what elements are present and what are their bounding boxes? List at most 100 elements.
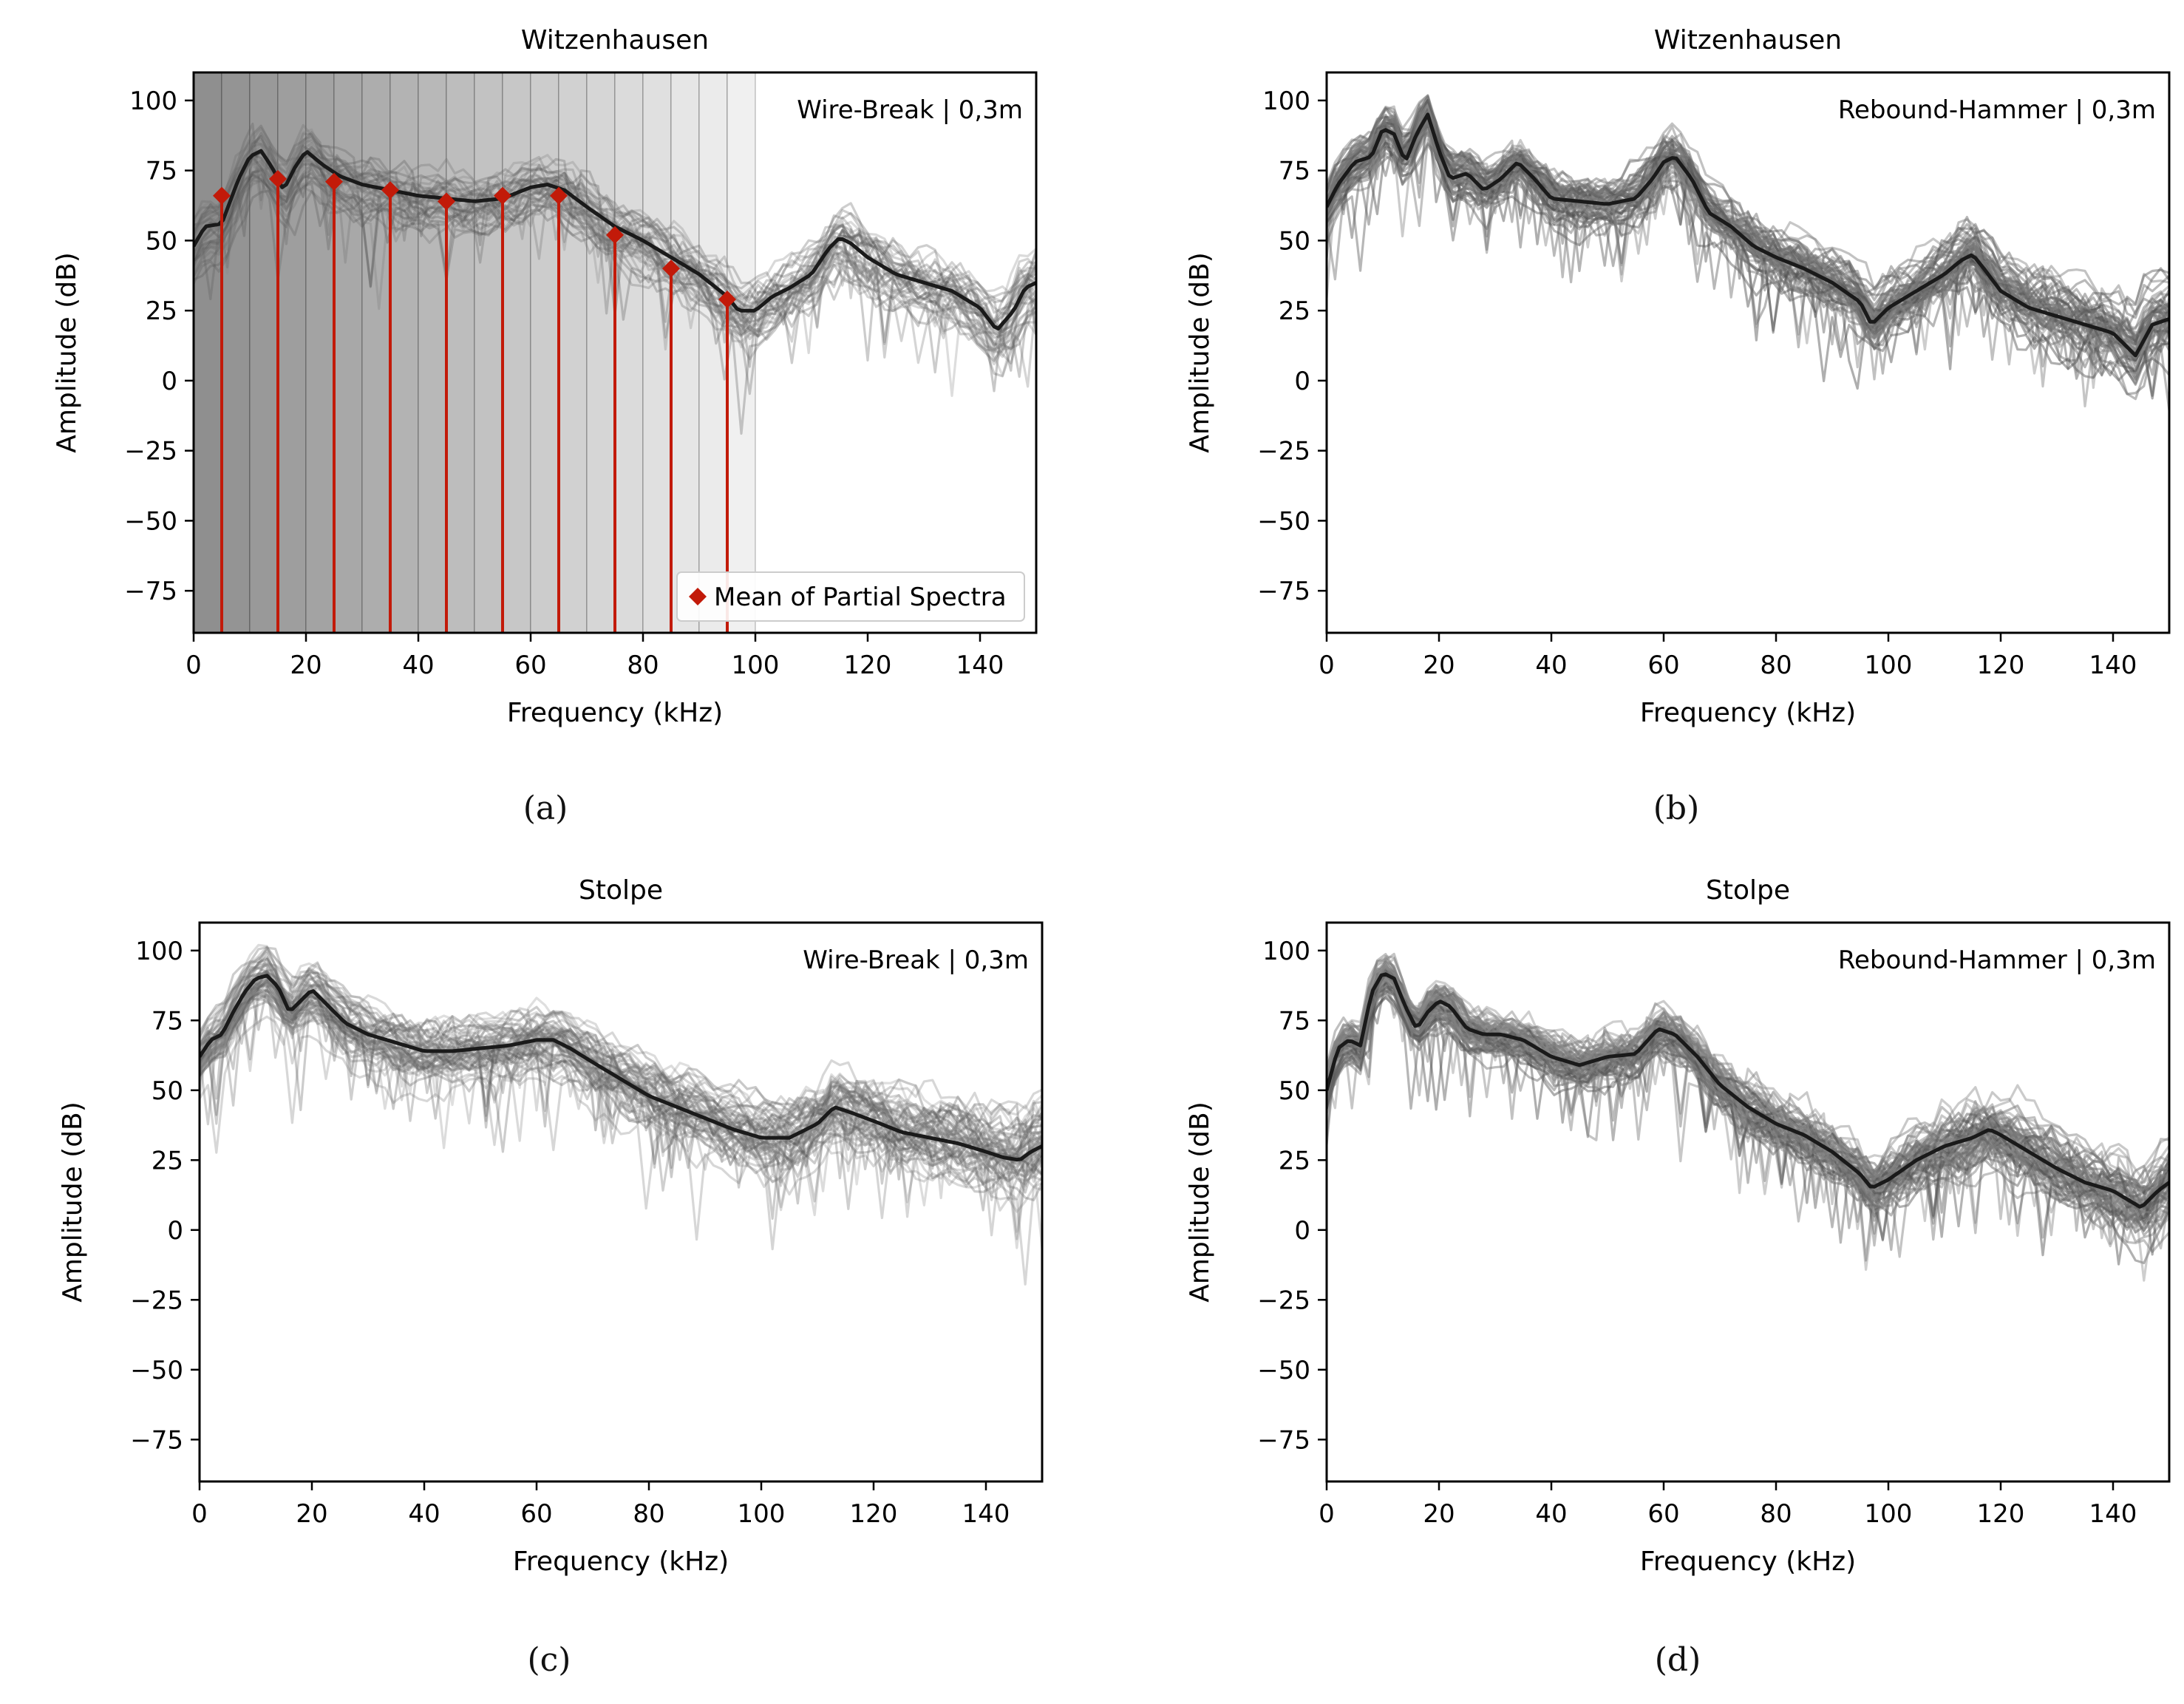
y-tick-label: 0 — [161, 367, 177, 396]
spectrum-trace — [200, 1015, 1042, 1286]
x-tick-label: 80 — [633, 1499, 664, 1529]
spectrum-trace — [200, 971, 1042, 1181]
spectrum-trace — [1327, 95, 2169, 330]
chart-title: Stolpe — [579, 875, 663, 906]
spectrum-trace — [200, 949, 1042, 1201]
x-tick-label: 20 — [1423, 1499, 1455, 1529]
x-tick-label: 40 — [408, 1499, 440, 1529]
spectrum-trace — [1327, 115, 2169, 361]
spectrum-trace — [1327, 117, 2169, 343]
spectrum-trace — [1327, 106, 2169, 349]
spectrum-trace — [200, 946, 1042, 1200]
x-tick-label: 60 — [520, 1499, 552, 1529]
spectrum-trace — [200, 980, 1042, 1155]
y-axis-label: Amplitude (dB) — [1185, 1102, 1215, 1303]
band-85-90 — [670, 72, 700, 633]
x-tick-label: 120 — [1977, 1499, 2025, 1529]
band-70-75 — [586, 72, 616, 633]
partial-mean-marker — [438, 192, 455, 211]
spectrum-trace — [200, 956, 1042, 1188]
spectrum-trace — [1327, 115, 2169, 360]
x-tick-label: 80 — [627, 651, 659, 680]
x-tick-label: 60 — [514, 651, 546, 680]
spectrum-trace — [1327, 993, 2169, 1257]
y-tick-label: 75 — [152, 1006, 183, 1036]
chart-title: Witzenhausen — [521, 25, 709, 55]
y-tick-label: 25 — [1279, 1146, 1310, 1175]
partial-mean-marker — [606, 225, 624, 244]
spectrum-trace — [1327, 982, 2169, 1266]
spectrum-trace — [200, 943, 1042, 1140]
spectrum-trace — [200, 990, 1042, 1173]
y-tick-label: 75 — [1279, 157, 1310, 186]
y-tick-label: −25 — [1257, 1286, 1310, 1315]
spectrum-trace — [1327, 966, 2169, 1229]
spectrum-trace — [1327, 131, 2169, 364]
spectrum-trace — [1327, 977, 2169, 1248]
spectrum-trace — [1327, 983, 2169, 1237]
spectrum-trace — [1327, 99, 2169, 337]
legend-box — [676, 571, 1025, 622]
spectrum-trace — [1327, 112, 2169, 332]
y-tick-label: −50 — [1257, 506, 1310, 536]
spectrum-trace — [1327, 105, 2169, 344]
x-tick-label: 20 — [1423, 651, 1455, 680]
y-axis-label: Amplitude (dB) — [52, 252, 82, 453]
spectrum-trace — [1327, 967, 2169, 1243]
spectrum-trace — [1327, 114, 2169, 371]
x-tick-label: 100 — [1865, 651, 1913, 680]
spectrum-trace — [194, 142, 1036, 337]
spectrum-trace — [200, 970, 1042, 1178]
spectrum-trace — [1327, 125, 2169, 351]
y-tick-label: −25 — [130, 1286, 183, 1315]
partial-mean-marker — [269, 170, 287, 189]
spectrum-trace — [194, 159, 1036, 325]
spectrum-trace — [1327, 967, 2169, 1229]
x-tick-label: 60 — [1647, 1499, 1679, 1529]
spectrum-trace — [1327, 94, 2169, 378]
y-tick-label: 25 — [152, 1146, 183, 1175]
axes-frame — [198, 921, 1044, 1483]
x-tick-label: 120 — [844, 651, 892, 680]
spectrum-trace — [1327, 98, 2169, 362]
x-tick-label: 80 — [1760, 1499, 1792, 1529]
x-axis-label: Frequency (kHz) — [1640, 698, 1856, 728]
caption-c: (c) — [527, 1641, 571, 1679]
spectrum-trace — [200, 989, 1042, 1209]
spectrum-trace — [200, 971, 1042, 1180]
spectrum-trace — [1327, 987, 2169, 1244]
spectrum-trace — [200, 948, 1042, 1140]
x-axis-label: Frequency (kHz) — [1640, 1547, 1856, 1577]
band-15-20 — [277, 72, 307, 633]
y-axis-label: Amplitude (dB) — [58, 1102, 88, 1303]
spectrum-trace — [1327, 974, 2169, 1218]
spectrum-trace — [1327, 972, 2169, 1216]
spectrum-trace — [1327, 94, 2169, 306]
spectrum-trace — [1327, 120, 2169, 411]
spectrum-trace — [1327, 120, 2169, 380]
y-tick-label: −50 — [124, 506, 177, 536]
y-tick-label: 50 — [1279, 1076, 1310, 1106]
y-tick-label: 100 — [129, 86, 177, 116]
x-tick-label: 0 — [1319, 1499, 1335, 1529]
spectrum-trace — [1327, 960, 2169, 1224]
spectrum-trace — [1327, 960, 2169, 1216]
y-tick-label: 100 — [1262, 86, 1310, 116]
spectrum-trace — [200, 962, 1042, 1116]
spectrum-trace — [200, 957, 1042, 1178]
spectrum-trace — [200, 980, 1042, 1176]
y-axis-label: Amplitude (dB) — [1185, 252, 1215, 453]
spectrum-trace — [200, 980, 1042, 1182]
spectrum-trace — [200, 992, 1042, 1249]
band-30-35 — [361, 72, 391, 633]
spectrum-trace — [1327, 963, 2169, 1206]
spectrum-trace — [194, 138, 1036, 350]
x-tick-label: 0 — [1319, 651, 1335, 680]
spectrum-trace — [1327, 116, 2169, 350]
spectrum-trace — [1327, 957, 2169, 1247]
spectrum-trace — [1327, 975, 2169, 1196]
x-tick-label: 0 — [186, 651, 202, 680]
spectrum-trace — [200, 994, 1042, 1203]
spectrum-trace — [200, 968, 1042, 1168]
x-tick-label: 60 — [1647, 651, 1679, 680]
